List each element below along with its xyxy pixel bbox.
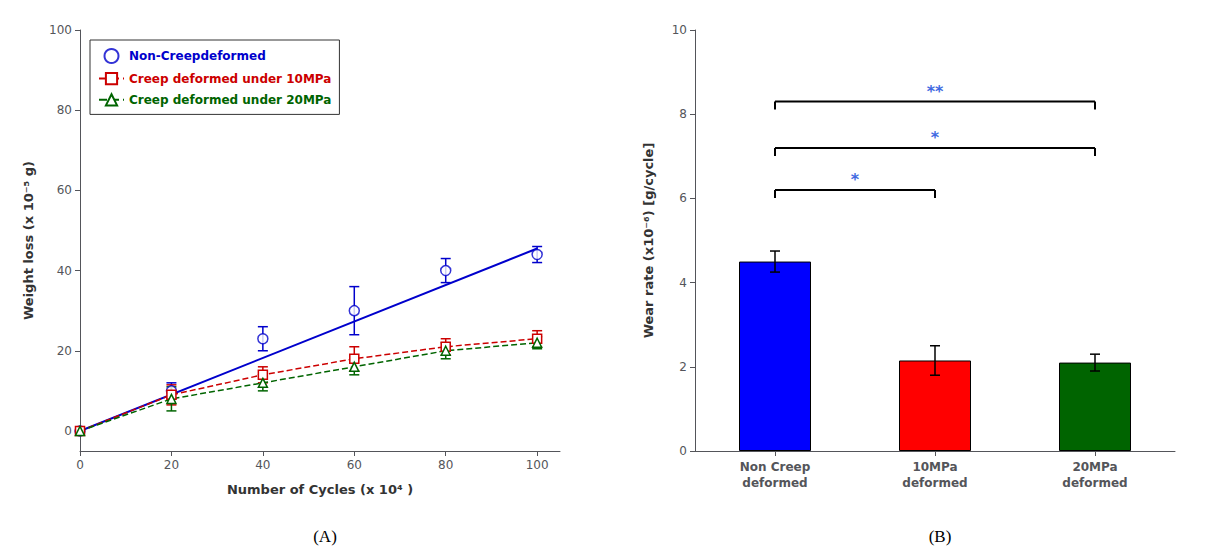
svg-text:6: 6 — [679, 191, 687, 205]
svg-text:Number of Cycles (x 10⁴ ): Number of Cycles (x 10⁴ ) — [227, 482, 413, 497]
svg-text:Non Creep: Non Creep — [740, 460, 811, 474]
svg-text:Non-Creepdeformed: Non-Creepdeformed — [129, 49, 266, 63]
svg-text:(A): (A) — [313, 527, 337, 546]
svg-text:8: 8 — [679, 107, 687, 121]
svg-text:20: 20 — [164, 458, 179, 472]
svg-text:deformed: deformed — [902, 476, 967, 490]
svg-text:20: 20 — [57, 344, 72, 358]
svg-text:60: 60 — [347, 458, 362, 472]
svg-text:80: 80 — [438, 458, 453, 472]
svg-text:20MPa: 20MPa — [1072, 460, 1117, 474]
svg-text:Weight loss (x 10⁻⁵ g): Weight loss (x 10⁻⁵ g) — [21, 161, 36, 320]
svg-text:100: 100 — [526, 458, 549, 472]
svg-text:100: 100 — [49, 23, 72, 37]
svg-text:4: 4 — [679, 276, 687, 290]
svg-text:deformed: deformed — [1062, 476, 1127, 490]
svg-text:*: * — [931, 128, 940, 147]
svg-text:0: 0 — [64, 424, 72, 438]
svg-text:0: 0 — [76, 458, 84, 472]
svg-text:0: 0 — [679, 444, 687, 458]
svg-text:10: 10 — [672, 23, 687, 37]
svg-text:80: 80 — [57, 103, 72, 117]
svg-text:**: ** — [927, 82, 944, 101]
svg-text:*: * — [851, 170, 860, 189]
svg-text:2: 2 — [679, 360, 687, 374]
svg-text:Creep deformed under 10MPa: Creep deformed under 10MPa — [129, 72, 331, 86]
svg-text:40: 40 — [57, 264, 72, 278]
svg-text:40: 40 — [255, 458, 270, 472]
svg-text:60: 60 — [57, 183, 72, 197]
svg-text:Wear rate (x10⁻⁶) [g/cycle]: Wear rate (x10⁻⁶) [g/cycle] — [641, 143, 656, 339]
svg-text:deformed: deformed — [742, 476, 807, 490]
svg-text:(B): (B) — [929, 527, 952, 546]
svg-text:Creep deformed under 20MPa: Creep deformed under 20MPa — [129, 93, 331, 107]
svg-text:10MPa: 10MPa — [912, 460, 957, 474]
